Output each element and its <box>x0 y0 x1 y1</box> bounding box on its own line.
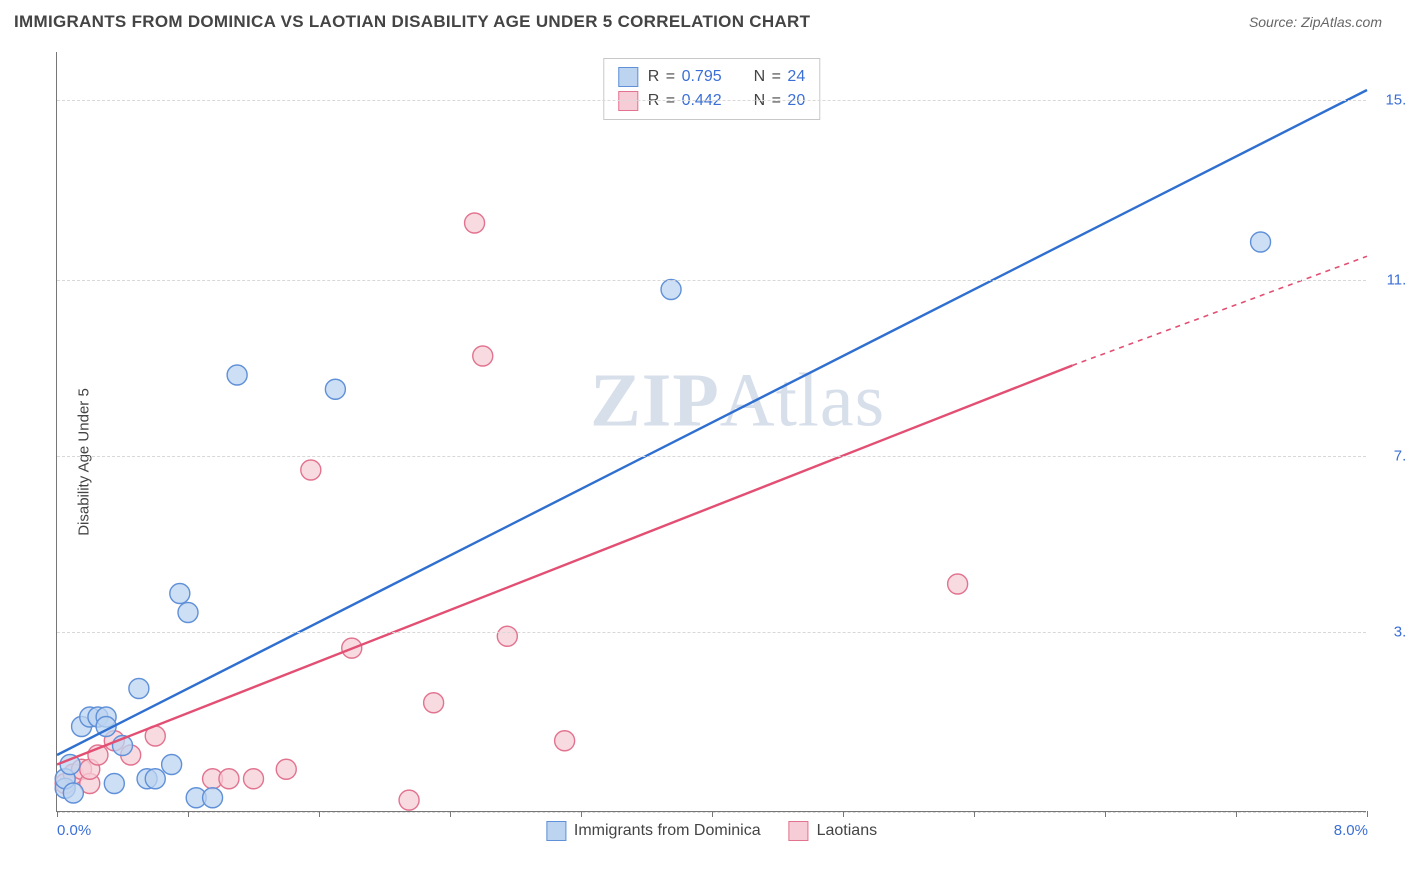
legend-row: R = 0.442 N = 20 <box>618 89 805 113</box>
legend-series-item: Immigrants from Dominica <box>546 821 761 841</box>
x-tick-min: 0.0% <box>57 822 91 839</box>
legend-series: Immigrants from Dominica Laotians <box>546 821 877 841</box>
x-tick-mark <box>581 811 582 817</box>
gridline-h <box>57 280 1366 281</box>
legend-n: N = 24 <box>754 68 806 86</box>
x-tick-mark <box>450 811 451 817</box>
legend-correlation: R = 0.795 N = 24 R = 0.442 N = 20 <box>603 58 820 120</box>
gridline-h <box>57 632 1366 633</box>
legend-r: R = 0.795 <box>648 68 722 86</box>
x-tick-mark <box>57 811 58 817</box>
source-label: Source: ZipAtlas.com <box>1249 14 1382 30</box>
legend-swatch <box>789 821 809 841</box>
legend-swatch <box>618 91 638 111</box>
plot-svg <box>57 52 1366 811</box>
y-tick-label: 15.0% <box>1385 91 1406 108</box>
legend-series-label: Laotians <box>817 822 878 840</box>
legend-series-label: Immigrants from Dominica <box>574 822 761 840</box>
y-tick-label: 11.2% <box>1387 272 1406 289</box>
y-tick-label: 7.5% <box>1394 447 1406 464</box>
y-tick-label: 3.8% <box>1394 623 1406 640</box>
legend-n: N = 20 <box>754 92 806 110</box>
legend-swatch <box>618 67 638 87</box>
x-tick-mark <box>1105 811 1106 817</box>
x-tick-mark <box>974 811 975 817</box>
x-tick-mark <box>188 811 189 817</box>
plot-area: ZIPAtlas R = 0.795N = 24R = 0.442N = 20 … <box>56 52 1366 812</box>
x-tick-mark <box>1236 811 1237 817</box>
x-tick-mark <box>319 811 320 817</box>
gridline-h <box>57 456 1366 457</box>
x-tick-mark <box>1367 811 1368 817</box>
chart-container: Disability Age Under 5 ZIPAtlas R = 0.79… <box>14 44 1392 880</box>
legend-series-item: Laotians <box>789 821 878 841</box>
header: IMMIGRANTS FROM DOMINICA VS LAOTIAN DISA… <box>0 0 1406 40</box>
chart-title: IMMIGRANTS FROM DOMINICA VS LAOTIAN DISA… <box>14 12 810 32</box>
legend-r: R = 0.442 <box>648 92 722 110</box>
x-tick-max: 8.0% <box>1334 822 1368 839</box>
gridline-h <box>57 100 1366 101</box>
legend-swatch <box>546 821 566 841</box>
x-tick-mark <box>843 811 844 817</box>
x-tick-mark <box>712 811 713 817</box>
legend-row: R = 0.795 N = 24 <box>618 65 805 89</box>
